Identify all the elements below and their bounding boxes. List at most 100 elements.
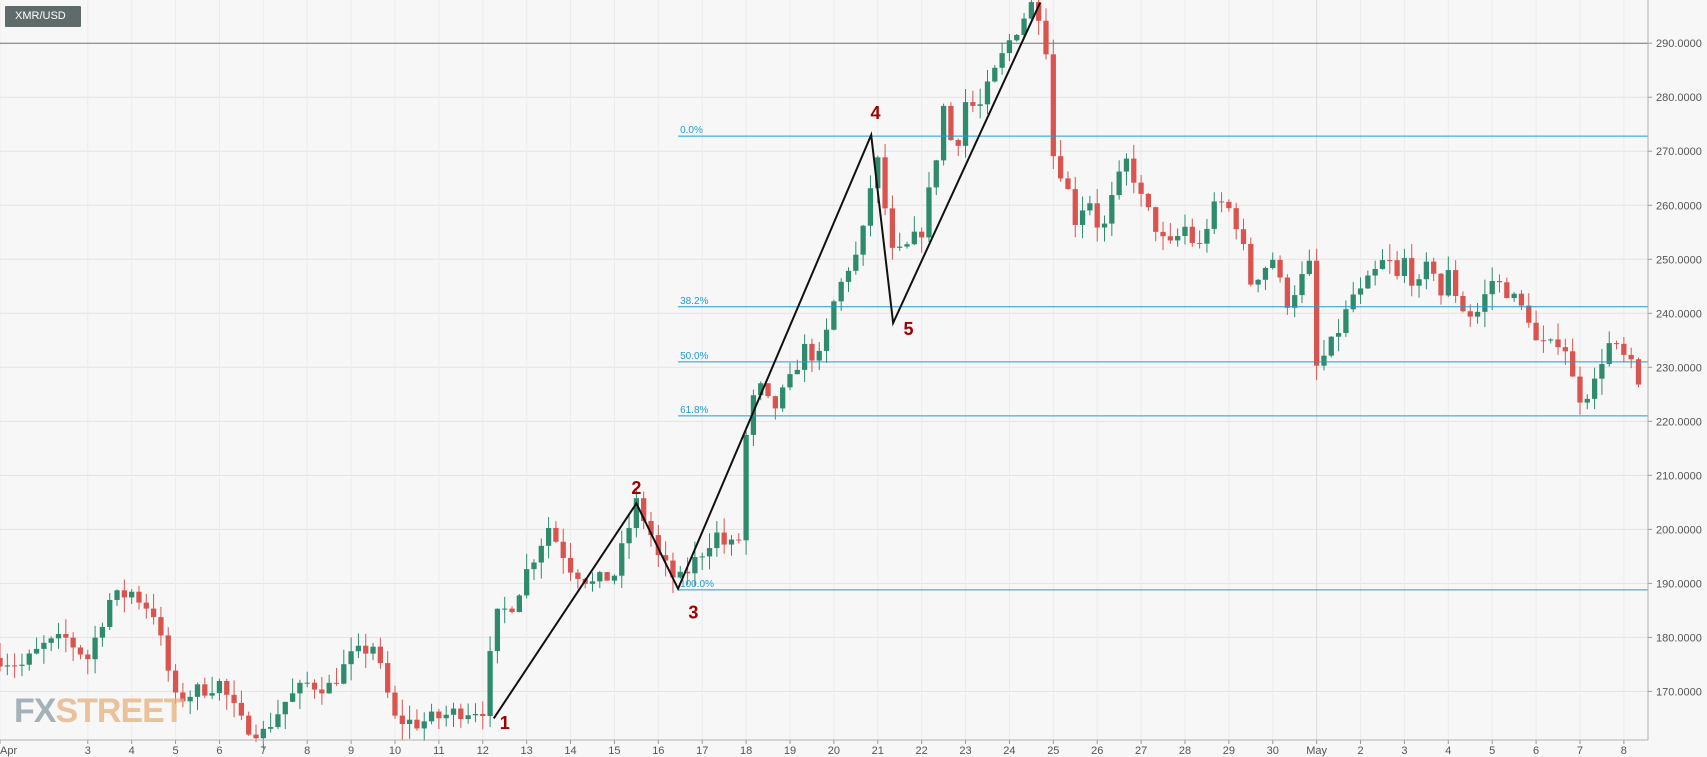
candle-body xyxy=(1240,229,1247,244)
watermark-logo: FXSTREET xyxy=(14,692,185,730)
x-tick-label: 3 xyxy=(85,745,91,757)
candle-body xyxy=(99,626,106,638)
x-tick-label: 5 xyxy=(172,745,178,757)
x-tick-label: 4 xyxy=(1445,745,1451,757)
candle-body xyxy=(1101,223,1108,228)
candle-body xyxy=(1057,156,1064,179)
x-tick-label: 23 xyxy=(959,745,971,757)
candle-body xyxy=(1233,208,1239,230)
wave-path xyxy=(492,2,1042,719)
candle-body xyxy=(1526,305,1532,323)
candle-body xyxy=(633,498,640,529)
candle-body xyxy=(1050,54,1056,157)
candle-body xyxy=(4,665,10,667)
x-tick-label: Apr xyxy=(0,745,17,757)
candle-body xyxy=(860,225,866,255)
candle-body xyxy=(516,595,522,613)
symbol-badge: XMR/USD xyxy=(5,6,81,27)
candle-body xyxy=(509,608,515,613)
candle-body xyxy=(1226,201,1232,209)
candle-body xyxy=(1584,398,1590,403)
wave-label: 3 xyxy=(688,602,698,622)
candle-body xyxy=(319,689,325,694)
candle-body xyxy=(1365,275,1371,289)
fib-level-label: 0.0% xyxy=(680,125,703,136)
candle-body xyxy=(911,231,917,245)
x-tick-label: 10 xyxy=(389,745,401,757)
candle-body xyxy=(348,651,354,665)
x-tick-label: 30 xyxy=(1267,745,1279,757)
candle-body xyxy=(611,575,618,581)
candle-body xyxy=(19,664,25,666)
candle-body xyxy=(1533,322,1539,341)
candle-body xyxy=(721,532,727,545)
candle-body xyxy=(728,539,735,545)
candle-body xyxy=(1401,258,1408,276)
candle-body xyxy=(1160,231,1166,237)
candle-body xyxy=(524,569,530,596)
y-tick-label: 290.0000 xyxy=(1656,38,1702,50)
x-tick-label: 16 xyxy=(652,745,664,757)
candle-body xyxy=(1145,193,1152,208)
x-tick-label: 4 xyxy=(129,745,135,757)
y-tick-label: 200.0000 xyxy=(1656,524,1702,536)
candle-body xyxy=(904,244,910,247)
candle-body xyxy=(1423,261,1429,280)
candle-body xyxy=(341,664,347,684)
candle-body xyxy=(1138,182,1144,194)
candle-body xyxy=(794,369,800,375)
x-tick-label: 8 xyxy=(1621,745,1627,757)
candle-body xyxy=(838,281,844,302)
candle-body xyxy=(1350,294,1356,310)
candle-body xyxy=(107,599,113,627)
candle-body xyxy=(436,711,442,719)
candle-body xyxy=(736,539,742,541)
candle-body xyxy=(326,682,332,694)
candle-body xyxy=(1452,270,1459,296)
candle-body xyxy=(801,343,808,370)
candle-body xyxy=(684,571,691,574)
candle-body xyxy=(1021,18,1027,35)
candle-body xyxy=(472,713,479,716)
candle-body xyxy=(194,684,201,697)
candle-body xyxy=(780,387,786,409)
candle-body xyxy=(1599,364,1605,379)
candle-body xyxy=(487,651,493,717)
candle-body xyxy=(1467,311,1473,317)
candle-body xyxy=(377,646,383,664)
candle-body xyxy=(984,81,991,105)
candle-body xyxy=(224,680,230,695)
fib-level-label: 50.0% xyxy=(680,351,708,362)
candle-body xyxy=(706,548,713,557)
candle-body xyxy=(1613,343,1620,345)
x-tick-label: 29 xyxy=(1223,745,1235,757)
candle-body xyxy=(1555,339,1561,348)
elliott-wave: 1 2 3 4 5 xyxy=(492,2,1042,733)
plot-background xyxy=(0,0,1648,740)
x-tick-label: 6 xyxy=(1533,745,1539,757)
x-tick-label: 12 xyxy=(477,745,489,757)
candle-body xyxy=(1606,343,1612,365)
x-tick-label: 25 xyxy=(1047,745,1059,757)
candle-body xyxy=(1621,343,1627,355)
candle-body xyxy=(1328,336,1334,356)
x-tick-label: 5 xyxy=(1489,745,1495,757)
fib-level-label: 100.0% xyxy=(680,579,714,590)
candle-body xyxy=(297,682,303,694)
candle-body xyxy=(897,246,903,248)
candle-body xyxy=(158,617,164,636)
candle-body xyxy=(809,343,815,361)
candle-body xyxy=(1562,347,1568,352)
candle-body xyxy=(1591,378,1598,399)
candle-body xyxy=(165,635,171,671)
y-tick-label: 170.0000 xyxy=(1656,686,1702,698)
candle-body xyxy=(845,270,852,282)
candle-body xyxy=(304,682,310,684)
candle-body xyxy=(655,535,661,556)
candle-body xyxy=(1284,277,1291,308)
candlesticks xyxy=(0,0,1642,750)
x-tick-label: 7 xyxy=(260,745,266,757)
x-tick-label: 27 xyxy=(1135,745,1147,757)
wave-label: 4 xyxy=(871,103,881,123)
candle-body xyxy=(129,591,135,598)
